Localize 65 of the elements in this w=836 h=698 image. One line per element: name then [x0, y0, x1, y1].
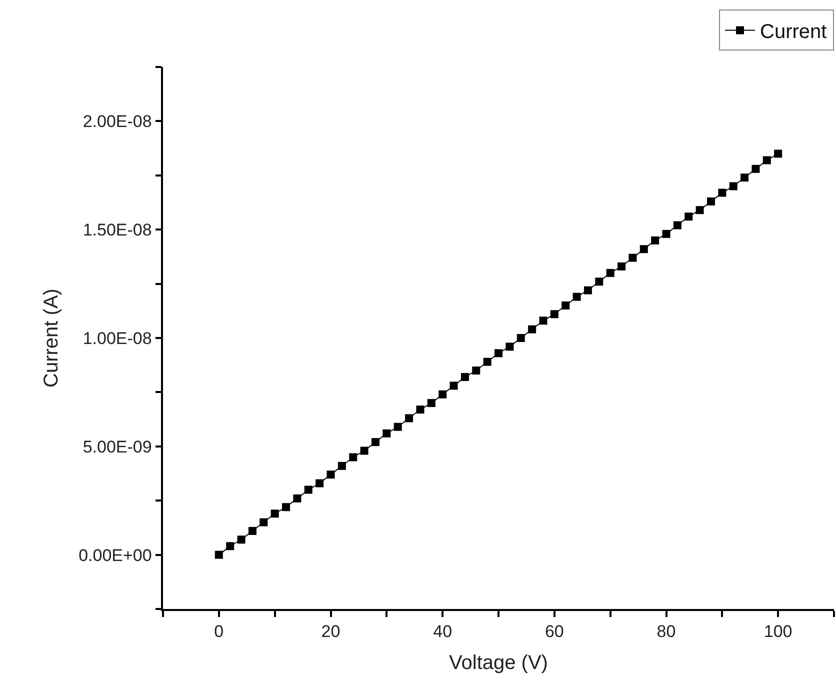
point — [572, 292, 581, 301]
point — [706, 197, 715, 206]
x-tick-label: 20 — [321, 622, 340, 642]
y-tick-label: 1.50E-08 — [82, 220, 152, 240]
point — [584, 286, 592, 294]
point — [349, 453, 358, 462]
legend-label: Current — [760, 21, 828, 44]
point — [606, 268, 614, 277]
point — [673, 221, 682, 230]
point — [214, 550, 223, 559]
point — [326, 470, 335, 479]
point — [405, 414, 414, 422]
x-tick-label: 0 — [214, 622, 224, 642]
point — [729, 182, 738, 190]
point — [282, 503, 290, 512]
point — [237, 536, 246, 544]
point — [550, 310, 558, 318]
point — [382, 429, 391, 438]
point — [528, 325, 536, 334]
point — [516, 334, 525, 342]
point — [394, 422, 402, 431]
point — [562, 301, 570, 310]
point — [539, 316, 548, 325]
y-axis-title: Current (A) — [40, 288, 63, 388]
x-tick-label: 100 — [764, 622, 792, 642]
point — [460, 373, 469, 382]
point — [494, 349, 502, 358]
point — [752, 164, 760, 173]
point — [684, 212, 693, 221]
point — [506, 342, 514, 351]
point — [483, 358, 492, 366]
point — [293, 494, 302, 502]
point — [427, 399, 436, 408]
point — [618, 262, 626, 270]
point — [226, 542, 234, 550]
point — [774, 150, 782, 158]
point — [651, 236, 660, 244]
point — [371, 438, 380, 446]
point — [438, 390, 447, 398]
point — [416, 406, 424, 414]
point — [260, 518, 268, 526]
point — [762, 156, 771, 164]
point — [595, 278, 604, 286]
point — [640, 245, 648, 254]
x-tick-label: 80 — [656, 622, 676, 642]
point — [740, 174, 749, 182]
point — [696, 206, 704, 214]
point — [270, 510, 279, 518]
point — [316, 479, 324, 488]
point — [360, 446, 368, 455]
y-tick-label: 1.00E-08 — [82, 328, 152, 348]
y-tick-label: 0.00E+00 — [78, 546, 152, 565]
y-tick-label: 2.00E-08 — [82, 112, 152, 132]
x-tick-label: 40 — [433, 622, 452, 642]
x-tick-label: 60 — [544, 622, 564, 642]
point — [450, 382, 458, 390]
point — [472, 366, 480, 375]
point — [304, 486, 312, 494]
x-axis-title: Voltage (V) — [449, 652, 548, 674]
point — [662, 230, 670, 238]
y-tick-label: 5.00E-09 — [82, 437, 152, 456]
point — [338, 462, 346, 470]
point — [248, 526, 256, 535]
point — [628, 254, 637, 262]
point — [718, 188, 726, 197]
